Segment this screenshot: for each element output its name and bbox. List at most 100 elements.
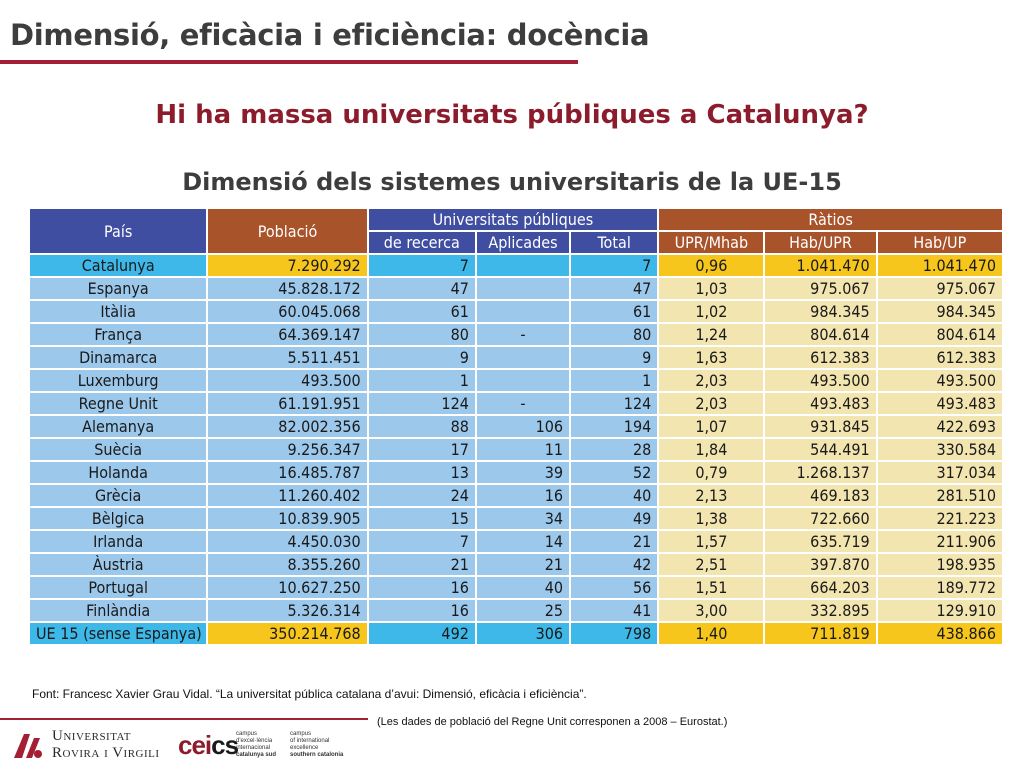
cell-recerca: 16 [368,577,475,598]
cell-recerca: 9 [368,347,475,368]
cell-poblacio: 61.191.951 [208,393,367,414]
cell-upr-mhab: 0,79 [659,462,764,483]
cell-hab-upr: 332.895 [765,600,876,621]
cell-hab-upr: 635.719 [765,531,876,552]
cell-pais: Catalunya [30,255,207,276]
cell-total: 1 [571,370,658,391]
table-row: França 64.369.147 80-80 1,24 804.614 804.614 [30,324,1002,345]
header-total: Total [571,232,658,253]
cell-aplicades [476,255,570,276]
cell-recerca: 16 [368,600,475,621]
cell-total: 41 [571,600,658,621]
cell-pais: Itàlia [30,301,207,322]
cell-recerca: 47 [368,278,475,299]
cell-pais: Àustria [30,554,207,575]
cell-upr-mhab: 2,03 [659,393,764,414]
cell-hab-up: 804.614 [877,324,1002,345]
table-row: Regne Unit 61.191.951 124-124 2,03 493.483 49… [30,393,1002,414]
header-hab-up: Hab/UP [877,232,1002,253]
cell-hab-upr: 1.268.137 [765,462,876,483]
cell-recerca: 1 [368,370,475,391]
footer-rule [0,718,368,720]
cell-hab-up: 211.906 [877,531,1002,552]
header-ratios: Ràtios [659,209,1002,230]
table-row: Itàlia 60.045.068 61 61 1,02 984.345 984.345 [30,301,1002,322]
table-row: Finlàndia 5.326.314 16 25 41 3,00 332.895 129.9… [30,600,1002,621]
table-row: Àustria 8.355.260 21 21 42 2,51 397.870 198.935 [30,554,1002,575]
cell-upr-mhab: 1,02 [659,301,764,322]
cell-hab-upr: 722.660 [765,508,876,529]
slide-question: Hi ha massa universitats públiques a Cat… [155,100,869,130]
cell-aplicades [476,370,570,391]
cell-recerca: 17 [368,439,475,460]
header-hab-upr: Hab/UPR [765,232,876,253]
cell-aplicades: 21 [476,554,570,575]
cell-poblacio: 5.511.451 [208,347,367,368]
cell-hab-up: 438.866 [877,623,1002,644]
cell-hab-up: 198.935 [877,554,1002,575]
table-row: Holanda 16.485.787 13 39 52 0,79 1.268.137 317.… [30,462,1002,483]
header-recerca: de recerca [368,232,475,253]
header-poblacio: Població [208,209,367,253]
header-upr-mhab: UPR/Mhab [659,232,764,253]
cell-aplicades: 34 [476,508,570,529]
table-subtitle: Dimensió dels sistemes universitaris de … [182,168,842,196]
cell-aplicades: 40 [476,577,570,598]
cell-pais: Holanda [30,462,207,483]
cei-right-4: southern catalonia [290,752,344,758]
cell-poblacio: 5.326.314 [208,600,367,621]
cell-recerca: 61 [368,301,475,322]
cell-total: 80 [571,324,658,345]
cell-pais: Luxemburg [30,370,207,391]
cell-hab-up: 984.345 [877,301,1002,322]
table-row: Luxemburg 493.500 1 1 2,03 493.500 493.500 [30,370,1002,391]
cell-hab-up: 281.510 [877,485,1002,506]
cell-hab-up: 221.223 [877,508,1002,529]
cell-pais: Irlanda [30,531,207,552]
cell-upr-mhab: 2,03 [659,370,764,391]
cell-aplicades [476,347,570,368]
cell-recerca: 15 [368,508,475,529]
cell-poblacio: 8.355.260 [208,554,367,575]
cell-recerca: 7 [368,255,475,276]
cell-hab-upr: 469.183 [765,485,876,506]
cell-poblacio: 7.290.292 [208,255,367,276]
cell-aplicades: 25 [476,600,570,621]
cell-hab-upr: 975.067 [765,278,876,299]
urv-logo-icon [10,728,46,764]
cell-pais: Espanya [30,278,207,299]
cei-logo-suffix: cs [211,730,239,760]
cell-poblacio: 9.256.347 [208,439,367,460]
cell-poblacio: 64.369.147 [208,324,367,345]
cell-total: 7 [571,255,658,276]
cei-text-english: campus of international excellence south… [290,731,343,759]
cell-poblacio: 350.214.768 [208,623,367,644]
cell-hab-up: 317.034 [877,462,1002,483]
cell-aplicades: 39 [476,462,570,483]
cell-recerca: 13 [368,462,475,483]
cell-upr-mhab: 1,57 [659,531,764,552]
cell-hab-up: 493.483 [877,393,1002,414]
table-row: Grècia 11.260.402 24 16 40 2,13 469.183 281.510 [30,485,1002,506]
cell-aplicades [476,301,570,322]
cell-aplicades: 306 [476,623,570,644]
cell-upr-mhab: 1,24 [659,324,764,345]
urv-wordmark: Universitat Rovira i Virgili [52,728,160,762]
cell-total: 28 [571,439,658,460]
cell-total: 40 [571,485,658,506]
cell-recerca: 7 [368,531,475,552]
cell-hab-upr: 664.203 [765,577,876,598]
cell-pais: Finlàndia [30,600,207,621]
cell-hab-up: 493.500 [877,370,1002,391]
cell-hab-up: 612.383 [877,347,1002,368]
table-row: Catalunya 7.290.292 7 7 0,96 1.041.470 1.041.4… [30,255,1002,276]
cell-hab-upr: 931.845 [765,416,876,437]
cell-poblacio: 82.002.356 [208,416,367,437]
cell-poblacio: 11.260.402 [208,485,367,506]
cell-upr-mhab: 1,51 [659,577,764,598]
cei-logo: ceics [178,730,239,761]
cell-total: 47 [571,278,658,299]
universities-table: País Població Universitats públiques Ràt… [28,207,1004,646]
table-row: Dinamarca 5.511.451 9 9 1,63 612.383 612.383 [30,347,1002,368]
cell-recerca: 492 [368,623,475,644]
